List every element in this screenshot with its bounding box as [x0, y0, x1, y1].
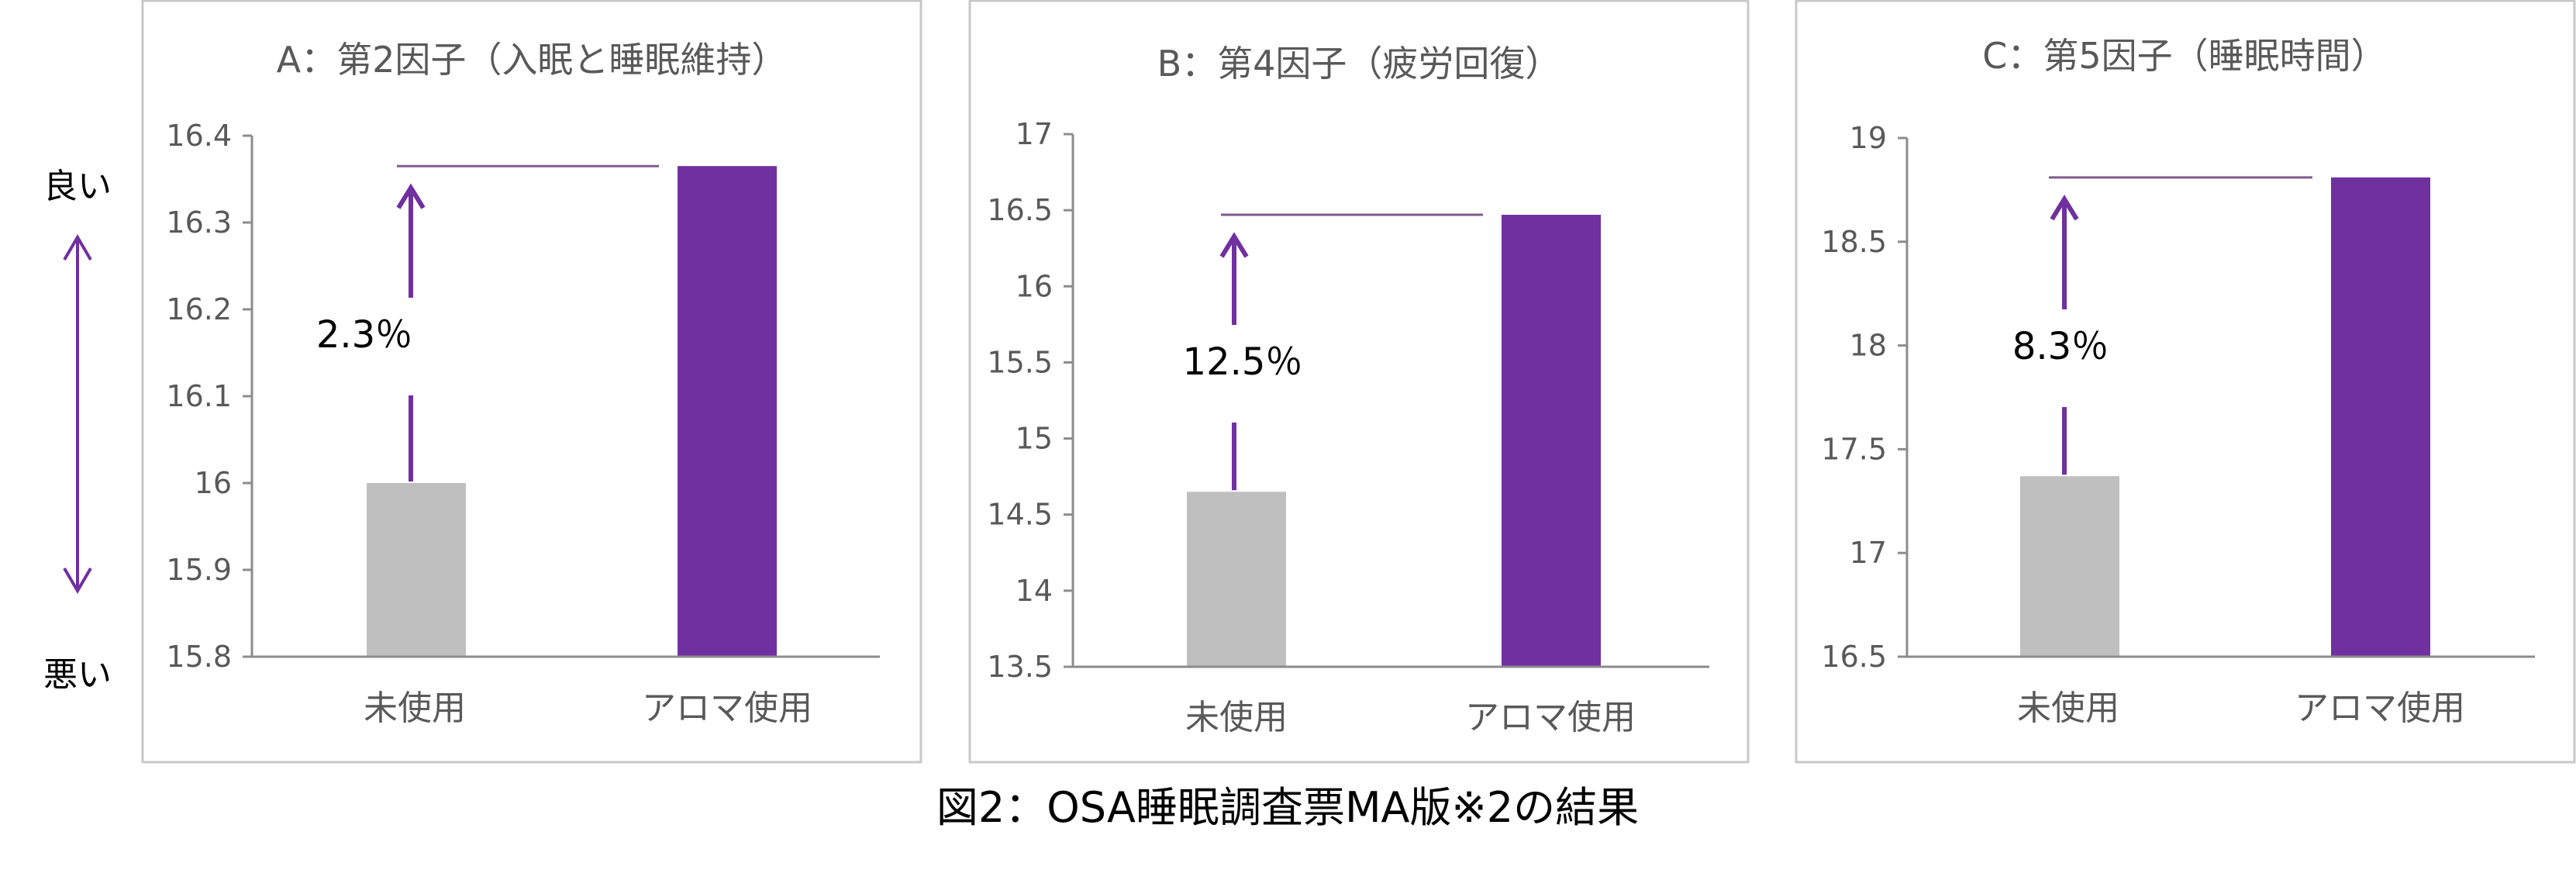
y-tick-label: 16.5 — [1821, 640, 1887, 674]
y-tick-label: 14.5 — [987, 498, 1053, 532]
category-label-aroma: アロマ使用 — [2295, 688, 2465, 728]
difference-annotation: 12.5％ — [1183, 213, 1483, 491]
figure-caption: 図2：OSA睡眠調査票MA版※2の結果 — [936, 783, 1639, 832]
difference-annotation: 2.3％ — [316, 164, 659, 481]
y-tick-label: 17 — [1850, 536, 1887, 570]
difference-arrow-head — [2050, 195, 2079, 221]
y-axis-ticks: 13.5 14 14.5 15 15.5 16 16.5 17 — [987, 117, 1073, 684]
percent-increase-label: 2.3％ — [316, 313, 412, 357]
y-tick-label: 16.5 — [987, 193, 1053, 227]
chart-title: B：第4因子（疲労回復） — [1157, 43, 1561, 85]
y-tick-label: 16.2 — [166, 292, 232, 326]
y-tick-label: 15.8 — [166, 640, 232, 674]
y-tick-label: 18 — [1850, 329, 1887, 363]
y-tick-label: 17 — [1016, 117, 1053, 151]
y-tick-label: 16 — [1016, 269, 1053, 303]
bar-unused — [1187, 492, 1286, 667]
bar-unused — [2020, 476, 2119, 657]
y-tick-label: 19 — [1850, 121, 1887, 155]
percent-increase-label: 8.3％ — [2012, 325, 2109, 368]
quality-arrow-head-up — [63, 234, 92, 261]
y-tick-label: 15.5 — [987, 345, 1053, 379]
difference-arrow-head — [396, 183, 426, 209]
good-label: 良い — [43, 167, 112, 206]
percent-increase-label: 12.5％ — [1183, 340, 1303, 384]
panel-frame — [141, 0, 922, 764]
y-tick-label: 17.5 — [1821, 432, 1887, 466]
bad-label: 悪い — [43, 655, 112, 695]
bar-unused — [367, 483, 466, 657]
y-axis-ticks: 16.5 17 17.5 18 18.5 19 — [1821, 121, 1907, 674]
quality-arrow-head-down — [63, 567, 92, 594]
y-axis-ticks: 15.8 15.9 16 16.1 16.2 16.3 16.4 — [166, 119, 252, 674]
chart-title: C：第5因子（睡眠時間） — [1982, 35, 2386, 77]
chart-panel-c: C：第5因子（睡眠時間） 16.5 17 17.5 18 18.5 19 8.3％ 未使用… — [1795, 0, 2576, 764]
y-tick-label: 13.5 — [987, 650, 1053, 684]
y-tick-label: 14 — [1016, 574, 1053, 608]
bars — [2020, 177, 2430, 657]
category-label-aroma: アロマ使用 — [642, 688, 812, 728]
category-label-unused: 未使用 — [1185, 698, 1288, 737]
y-tick-label: 16 — [195, 466, 232, 500]
category-label-unused: 未使用 — [364, 688, 466, 728]
y-tick-label: 16.1 — [166, 379, 232, 413]
bars — [1187, 215, 1601, 667]
quality-scale: 良い 悪い — [43, 167, 112, 695]
panel-frame — [968, 0, 1750, 764]
y-tick-label: 15.9 — [166, 553, 232, 587]
bar-aroma — [2331, 177, 2430, 657]
bar-aroma — [1502, 215, 1601, 667]
difference-arrow-head — [1219, 232, 1249, 258]
y-tick-label: 15 — [1016, 422, 1053, 456]
bars — [367, 166, 777, 657]
chart-panel-b: B：第4因子（疲労回復） 13.5 14 14.5 15 15.5 16 16.5 17 12… — [968, 0, 1750, 764]
category-label-aroma: アロマ使用 — [1465, 698, 1636, 737]
y-tick-label: 18.5 — [1821, 225, 1887, 259]
panel-frame — [1795, 0, 2576, 764]
chart-panel-a: A：第2因子（入眠と睡眠維持） 15.8 15.9 16 16.1 16.2 16.3 16… — [141, 0, 922, 764]
chart-title: A：第2因子（入眠と睡眠維持） — [277, 39, 788, 81]
y-tick-label: 16.3 — [166, 205, 232, 240]
difference-annotation: 8.3％ — [2012, 176, 2312, 475]
category-label-unused: 未使用 — [2017, 688, 2119, 728]
y-tick-label: 16.4 — [166, 119, 232, 153]
bar-aroma — [678, 166, 777, 657]
